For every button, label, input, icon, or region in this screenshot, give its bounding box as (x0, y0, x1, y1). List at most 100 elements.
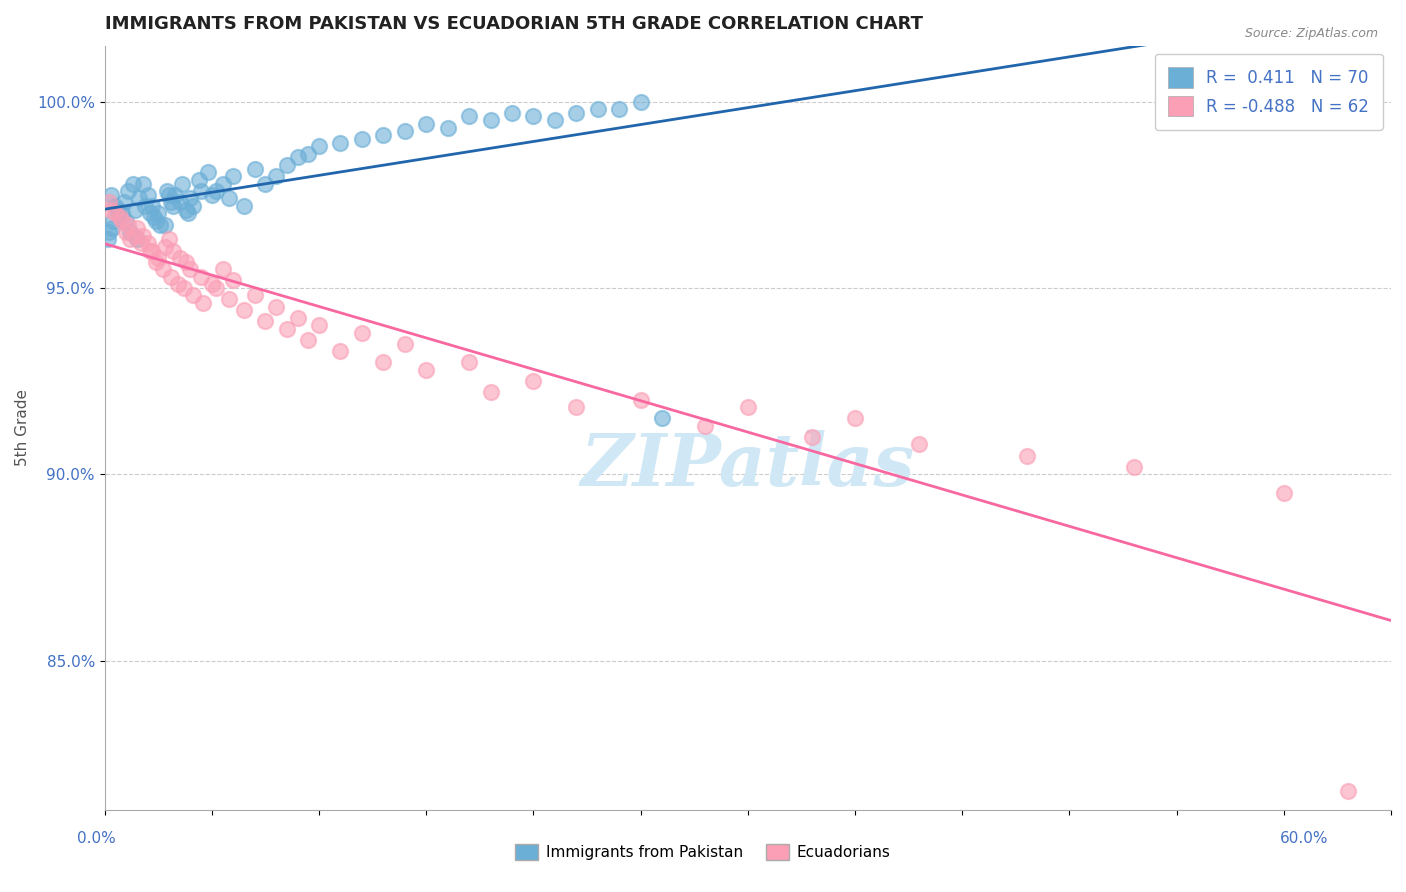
Point (152, 262, 174, 277)
Point (181, 199, 204, 213)
Point (145, 214, 167, 228)
Point (100, 202, 122, 217)
Point (458, 355, 481, 369)
Point (415, 117, 437, 131)
Point (394, 124, 416, 138)
Y-axis label: 5th Grade: 5th Grade (15, 389, 30, 467)
Point (174, 255, 197, 269)
Point (169, 251, 191, 265)
Point (153, 240, 176, 254)
Point (101, 221, 124, 235)
Point (243, 161, 266, 176)
Point (201, 277, 224, 292)
Point (134, 199, 156, 213)
Point (218, 292, 240, 306)
Point (104, 199, 127, 213)
Point (607, 102, 630, 116)
Point (479, 113, 502, 128)
Point (522, 374, 544, 388)
Point (104, 206, 127, 220)
Point (373, 355, 395, 369)
Point (132, 228, 155, 243)
Point (117, 184, 139, 198)
Point (156, 184, 179, 198)
Point (651, 411, 673, 425)
Point (544, 113, 567, 128)
Point (264, 300, 287, 314)
Point (174, 202, 197, 217)
Point (125, 232, 148, 246)
Legend: Immigrants from Pakistan, Ecuadorians: Immigrants from Pakistan, Ecuadorians (509, 838, 897, 866)
Point (153, 218, 176, 232)
Point (737, 400, 759, 414)
Point (264, 169, 287, 183)
Point (97, 232, 120, 246)
Point (97, 195, 120, 210)
Point (1122, 459, 1144, 474)
Point (143, 210, 166, 224)
Point (254, 177, 277, 191)
Point (205, 281, 228, 295)
Point (117, 218, 139, 232)
Point (908, 437, 931, 451)
Point (222, 169, 245, 183)
Point (436, 120, 458, 135)
Point (479, 385, 502, 400)
Point (1337, 784, 1360, 798)
Point (630, 392, 652, 407)
Point (129, 236, 152, 251)
Point (141, 199, 163, 213)
Point (120, 225, 142, 239)
Point (132, 177, 155, 191)
Point (586, 102, 609, 116)
Point (350, 132, 373, 146)
Point (107, 202, 129, 217)
Point (138, 206, 160, 220)
Point (108, 210, 131, 224)
Text: ZIPatlas: ZIPatlas (581, 430, 915, 501)
Point (136, 236, 159, 251)
Point (120, 232, 142, 246)
Point (201, 187, 224, 202)
Point (350, 326, 373, 340)
Point (308, 318, 330, 333)
Point (308, 139, 330, 153)
Point (630, 95, 652, 109)
Point (501, 105, 523, 120)
Legend: R =  0.411   N = 70, R = -0.488   N = 62: R = 0.411 N = 70, R = -0.488 N = 62 (1154, 54, 1382, 129)
Point (103, 214, 125, 228)
Text: IMMIGRANTS FROM PAKISTAN VS ECUADORIAN 5TH GRADE CORRELATION CHART: IMMIGRANTS FROM PAKISTAN VS ECUADORIAN 5… (104, 15, 922, 33)
Point (222, 273, 245, 287)
Point (693, 418, 716, 433)
Point (218, 192, 240, 206)
Point (458, 110, 481, 124)
Point (121, 177, 143, 191)
Point (197, 165, 219, 179)
Point (844, 411, 866, 425)
Point (211, 177, 233, 191)
Point (276, 158, 298, 172)
Point (522, 110, 544, 124)
Point (181, 288, 204, 302)
Point (179, 192, 201, 206)
Point (190, 184, 212, 198)
Point (233, 199, 256, 213)
Point (287, 310, 309, 325)
Point (115, 214, 138, 228)
Point (162, 244, 184, 258)
Point (205, 184, 228, 198)
Point (565, 400, 588, 414)
Point (329, 344, 352, 359)
Point (211, 262, 233, 277)
Text: Source: ZipAtlas.com: Source: ZipAtlas.com (1244, 27, 1378, 40)
Point (128, 192, 150, 206)
Point (801, 430, 824, 444)
Point (415, 363, 437, 377)
Point (97, 225, 120, 239)
Point (148, 251, 170, 265)
Point (166, 277, 188, 292)
Point (111, 206, 134, 220)
Point (149, 218, 172, 232)
Point (160, 269, 183, 284)
Point (138, 244, 160, 258)
